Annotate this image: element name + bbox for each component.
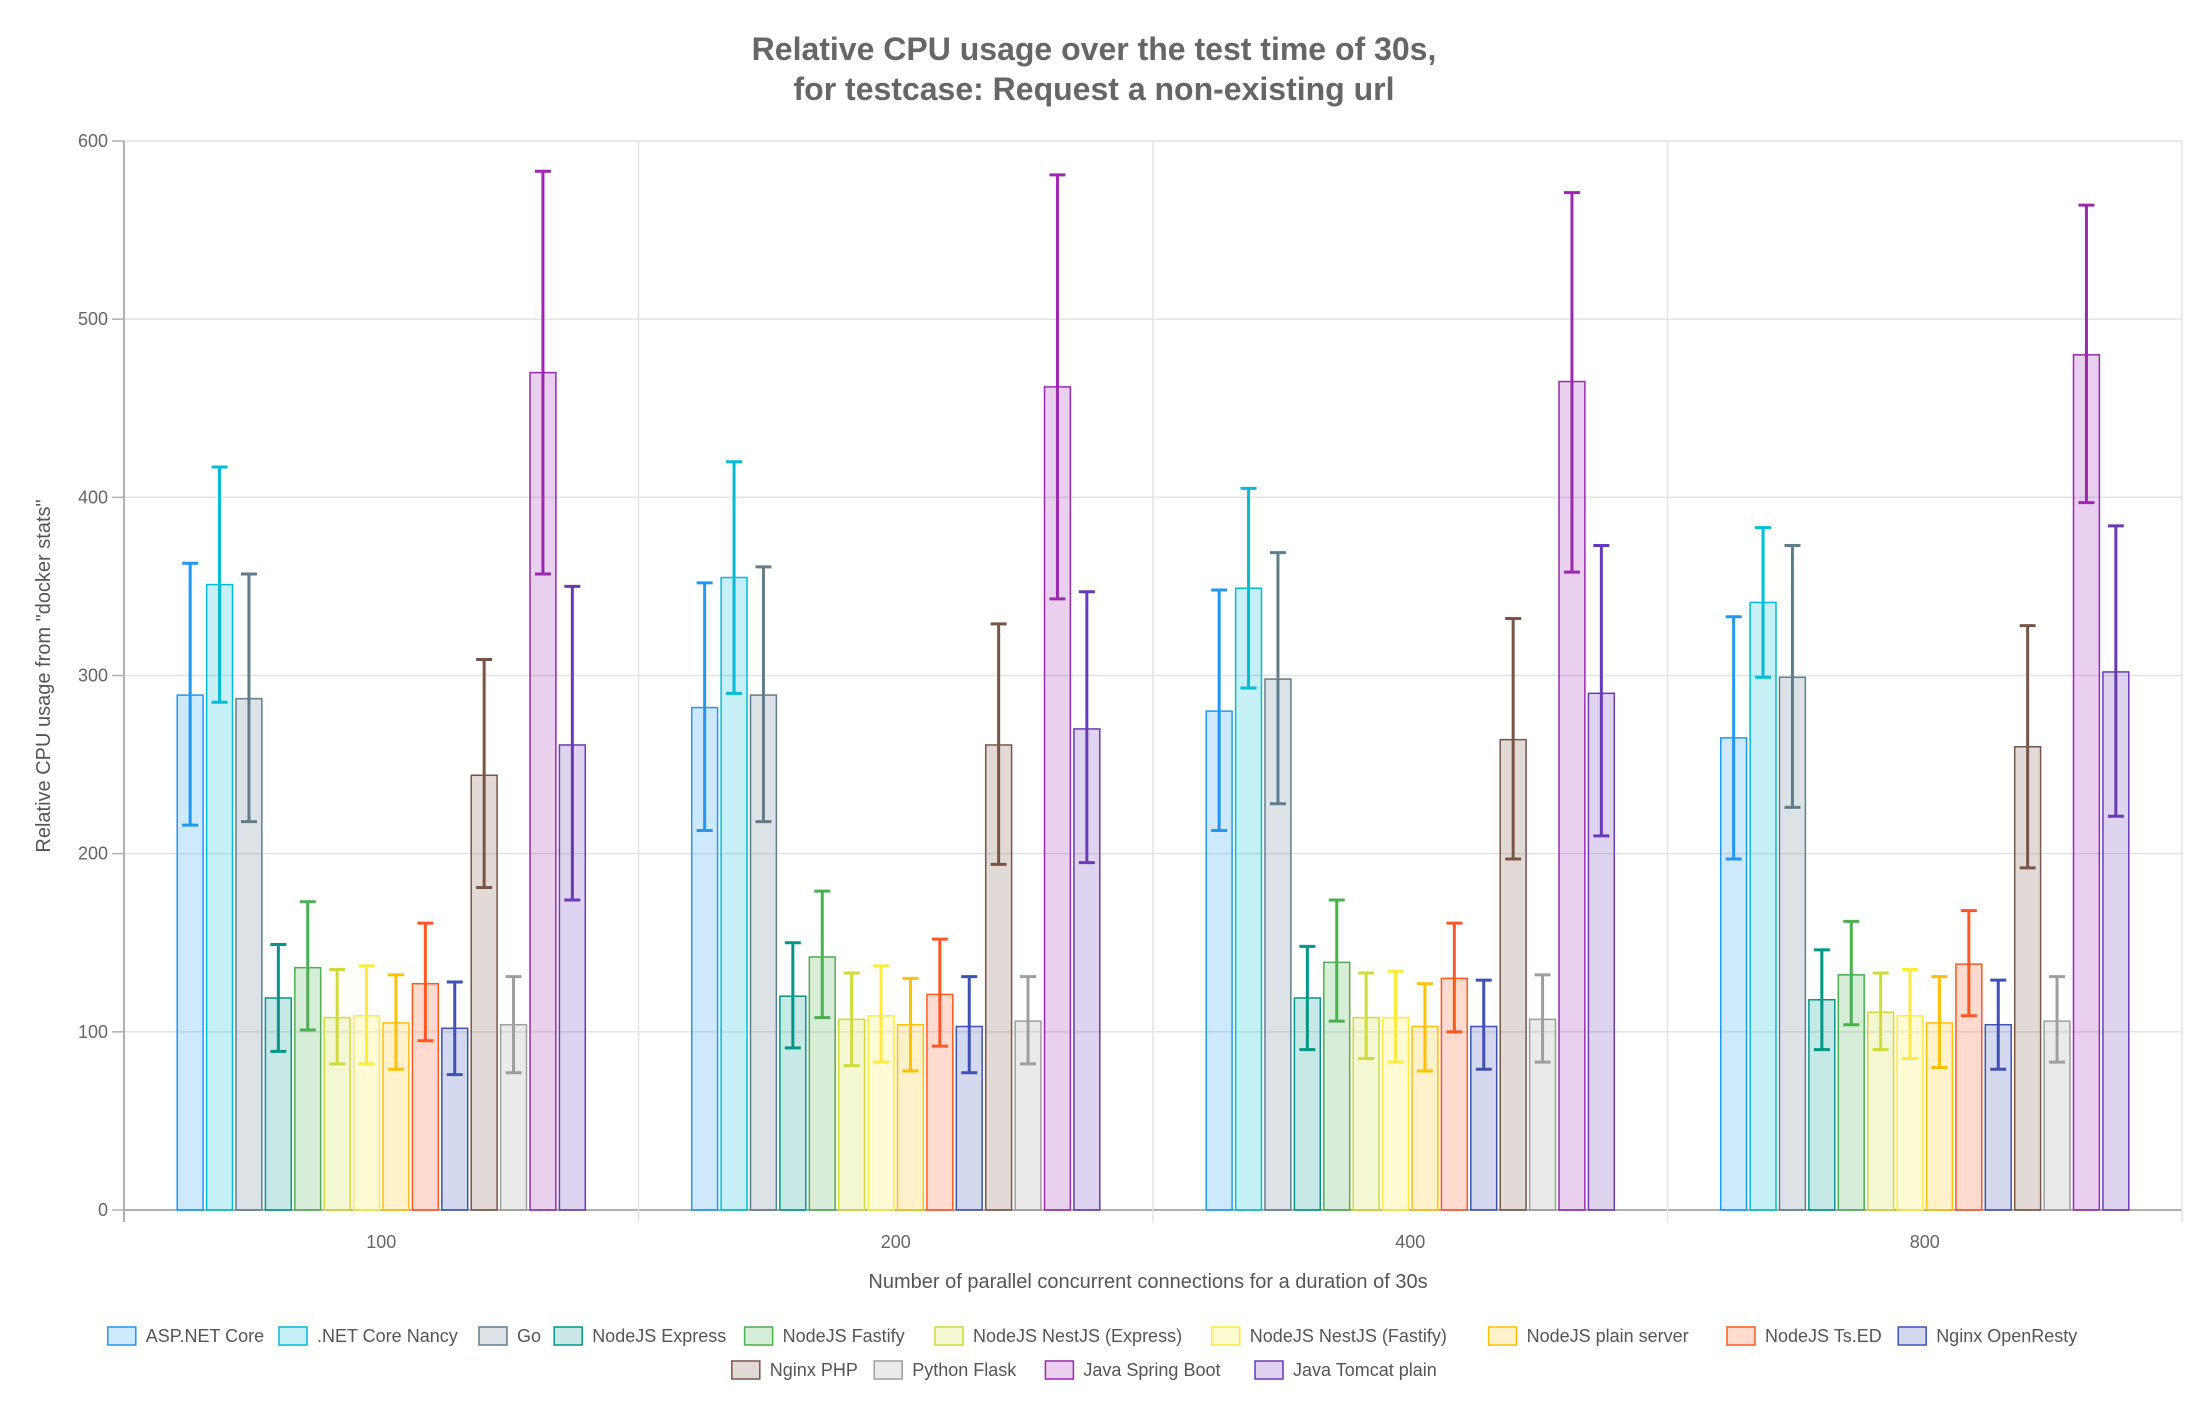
- legend-label: .NET Core Nancy: [317, 1326, 458, 1346]
- legend: ASP.NET Core .NET Core Nancy Go NodeJS Expr…: [107, 1326, 2077, 1380]
- legend-swatch: [1726, 1326, 1756, 1346]
- legend-swatch: [934, 1326, 964, 1346]
- legend-label: Nginx OpenResty: [1936, 1326, 2077, 1346]
- legend-item: NodeJS NestJS (Fastify): [1211, 1326, 1447, 1346]
- legend-item: Nginx OpenResty: [1897, 1326, 2077, 1346]
- bar: [1955, 963, 1983, 1211]
- legend-label: NodeJS Fastify: [783, 1326, 905, 1346]
- legend-label: Go: [517, 1326, 541, 1346]
- legend-item: NodeJS Express: [553, 1326, 726, 1346]
- legend-label: NodeJS Ts.ED: [1765, 1326, 1882, 1346]
- legend-swatch: [278, 1326, 308, 1346]
- legend-label: Python Flask: [912, 1360, 1017, 1380]
- legend-label: Java Tomcat plain: [1293, 1360, 1437, 1380]
- chart-title-line-2: for testcase: Request a non-existing url: [793, 71, 1394, 107]
- y-tick-label: 0: [98, 1200, 108, 1220]
- legend-item: Java Spring Boot: [1044, 1360, 1220, 1380]
- y-tick-label: 100: [78, 1022, 108, 1042]
- x-tick-label: 800: [1910, 1232, 1940, 1252]
- error-bars: [182, 169, 2124, 1077]
- y-tick-label: 300: [78, 666, 108, 686]
- legend-swatch: [107, 1326, 137, 1346]
- legend-item: .NET Core Nancy: [278, 1326, 458, 1346]
- legend-swatch: [1254, 1360, 1284, 1380]
- legend-item: NodeJS NestJS (Express): [934, 1326, 1182, 1346]
- y-axis-label: Relative CPU usage from "docker stats": [33, 499, 55, 852]
- legend-item: Java Tomcat plain: [1254, 1360, 1437, 1380]
- y-tick-label: 400: [78, 487, 108, 507]
- bar: [1749, 601, 1777, 1211]
- x-tick-label: 400: [1395, 1232, 1425, 1252]
- legend-item: ASP.NET Core: [107, 1326, 264, 1346]
- legend-item: Python Flask: [873, 1360, 1017, 1380]
- bars: [176, 354, 2130, 1211]
- chart-title-line-1: Relative CPU usage over the test time of…: [752, 31, 1437, 67]
- legend-swatch: [1211, 1326, 1241, 1346]
- legend-label: Nginx PHP: [770, 1360, 858, 1380]
- x-tick-label: 100: [366, 1232, 396, 1252]
- legend-swatch: [1487, 1326, 1518, 1346]
- y-tick-label: 600: [78, 131, 108, 151]
- legend-swatch: [731, 1360, 761, 1380]
- legend-swatch: [1897, 1326, 1927, 1346]
- legend-item: NodeJS plain server: [1487, 1326, 1689, 1346]
- y-tick-label: 200: [78, 844, 108, 864]
- legend-swatch: [873, 1360, 903, 1380]
- legend-item: Nginx PHP: [731, 1360, 858, 1380]
- legend-item: NodeJS Ts.ED: [1726, 1326, 1882, 1346]
- bar: [1411, 1025, 1439, 1211]
- legend-label: ASP.NET Core: [146, 1326, 264, 1346]
- legend-item: NodeJS Fastify: [743, 1326, 905, 1346]
- legend-swatch: [553, 1326, 583, 1346]
- bar: [808, 956, 836, 1211]
- y-axis-ticks: 0 100 200 300 400 500 600: [78, 131, 108, 1220]
- legend-swatch: [1044, 1360, 1075, 1380]
- x-tick-label: 200: [881, 1232, 911, 1252]
- x-axis-label: Number of parallel concurrent connection…: [868, 1271, 1427, 1293]
- legend-label: NodeJS NestJS (Fastify): [1250, 1326, 1447, 1346]
- legend-swatch: [478, 1326, 508, 1346]
- bar: [2102, 671, 2130, 1211]
- bar: [837, 1018, 866, 1211]
- legend-label: NodeJS Express: [592, 1326, 726, 1346]
- legend-label: NodeJS plain server: [1527, 1326, 1689, 1346]
- legend-item: Go: [478, 1326, 541, 1346]
- legend-label: NodeJS NestJS (Express): [973, 1326, 1182, 1346]
- legend-swatch: [743, 1326, 774, 1346]
- y-tick-label: 500: [78, 309, 108, 329]
- legend-label: Java Spring Boot: [1083, 1360, 1220, 1380]
- x-axis-ticks: 100 200 400 800: [366, 1232, 1940, 1252]
- bar: [1234, 587, 1263, 1211]
